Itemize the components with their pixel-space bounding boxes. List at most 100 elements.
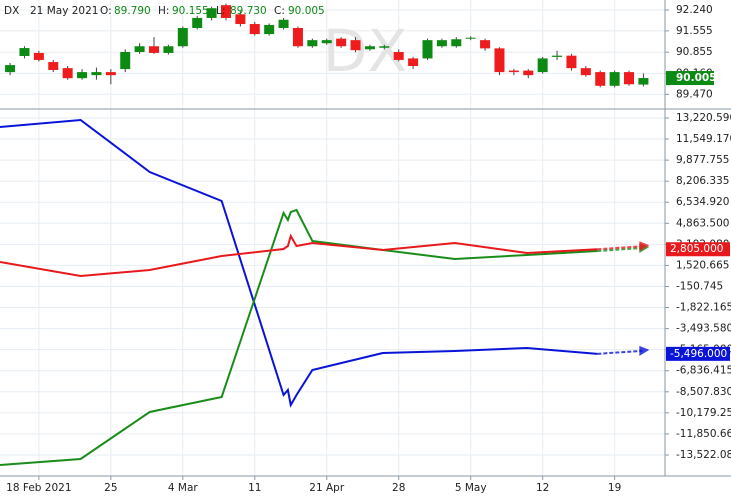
projection-arrow — [597, 245, 643, 251]
y-tick-label: -6,836.415 — [676, 365, 731, 377]
projection-arrow — [597, 247, 643, 253]
candle-body — [177, 27, 188, 47]
candle-body — [134, 46, 145, 53]
price-label-box — [666, 71, 714, 86]
candle-body — [48, 62, 59, 70]
y-tick-label: 9,877.755 — [676, 154, 729, 166]
candle-body — [120, 52, 131, 70]
candle-body — [350, 40, 361, 51]
x-tick-label: 5 May — [455, 482, 487, 494]
candle-body — [321, 40, 332, 44]
header-text: 89.730 — [230, 5, 267, 17]
header-text: 90.005 — [288, 5, 325, 17]
candle-body — [465, 37, 476, 39]
marks — [0, 3, 650, 467]
candle-body — [336, 38, 347, 47]
x-tick-label: 11 — [248, 482, 261, 494]
candle-body — [638, 78, 649, 85]
x-tick-label: 18 Feb 2021 — [6, 482, 71, 494]
candle-body — [364, 46, 375, 50]
y-tick-label: 91.555 — [676, 25, 713, 37]
y-tick-label: -8,507.830 — [676, 386, 731, 398]
y-tick-label: 13,220.590 — [676, 112, 731, 124]
candle-body — [5, 65, 16, 73]
y-tick-label: -150.745 — [676, 280, 723, 292]
y-tick-label: 8,206.335 — [676, 175, 729, 187]
x-tick-label: 28 — [392, 482, 405, 494]
candle-body — [19, 48, 30, 56]
x-tick-label: 4 Mar — [168, 482, 199, 494]
header-text: 90.155 — [172, 5, 209, 17]
y-tick-label: -10,179.250 — [676, 407, 731, 419]
y-tick-label: 90.855 — [676, 46, 713, 58]
x-tick-label: 25 — [104, 482, 117, 494]
candle-body — [379, 46, 390, 48]
header-text: 89.790 — [114, 5, 151, 17]
candle-body — [149, 46, 160, 53]
candle-body — [580, 68, 591, 76]
candle-body — [235, 14, 246, 25]
candle-body — [595, 72, 606, 86]
y-tick-label: 6,534.920 — [676, 196, 729, 208]
candle-body — [480, 40, 491, 49]
candle-body — [609, 72, 620, 86]
y-tick-label: -11,850.665 — [676, 428, 731, 440]
value-label: 2,805.000 — [670, 243, 723, 255]
y-tick-label: 4,863.500 — [676, 217, 729, 229]
projection-arrow — [597, 349, 643, 355]
candle-body — [105, 72, 116, 76]
projection-arrowhead — [639, 241, 650, 252]
candle-body — [91, 72, 102, 76]
y-tick-label: 11,549.170 — [676, 133, 731, 145]
candle-body — [220, 5, 231, 18]
x-tick-label: 21 Apr — [309, 482, 345, 494]
candle-body — [494, 48, 505, 73]
series-line — [0, 233, 598, 278]
candle-body — [624, 72, 635, 85]
candle-body — [163, 46, 174, 53]
value-label-box — [666, 346, 730, 361]
value-label-box — [666, 242, 730, 257]
header-text: L: — [216, 5, 225, 17]
candle-body — [33, 52, 44, 60]
header-text: O: — [100, 5, 112, 17]
candle-body — [408, 58, 419, 67]
candle-body — [508, 70, 519, 73]
header-text: 21 May 2021 — [30, 5, 98, 17]
candle-body — [552, 55, 563, 57]
candle-body — [292, 27, 303, 47]
candle-body — [393, 52, 404, 60]
y-tick-label: -1,822.165 — [676, 302, 731, 314]
header-text: C: — [274, 5, 285, 17]
candle-body — [62, 68, 73, 79]
projection-arrowhead — [639, 345, 650, 356]
x-tick-label: 19 — [608, 482, 621, 494]
candle-body — [422, 40, 433, 59]
candle-body — [249, 24, 260, 35]
candle-body — [436, 40, 447, 47]
candle-body — [537, 58, 548, 73]
candle-body — [307, 40, 318, 47]
price-label: 90.005 — [676, 72, 717, 84]
y-tick-label: 89.470 — [676, 88, 713, 100]
candle-body — [264, 24, 275, 35]
x-tick-label: 12 — [536, 482, 549, 494]
series-line — [0, 118, 598, 408]
series-line — [0, 208, 598, 467]
candle-body — [523, 70, 534, 76]
grid — [0, 0, 665, 476]
y-tick-label: 1,520.665 — [676, 259, 729, 271]
candle-body — [77, 72, 88, 79]
y-tick-label: -3,493.580 — [676, 323, 731, 335]
candle-body — [278, 19, 289, 28]
header-text: DX — [4, 5, 19, 17]
header-text: H: — [158, 5, 169, 17]
watermark: DX — [323, 17, 407, 85]
value-label: -5,496.000 — [670, 348, 727, 360]
candle-body — [566, 55, 577, 69]
candle-body — [451, 39, 462, 47]
candle-body — [192, 17, 203, 28]
y-tick-label: -13,522.085 — [676, 449, 731, 461]
candle-body — [206, 8, 217, 18]
